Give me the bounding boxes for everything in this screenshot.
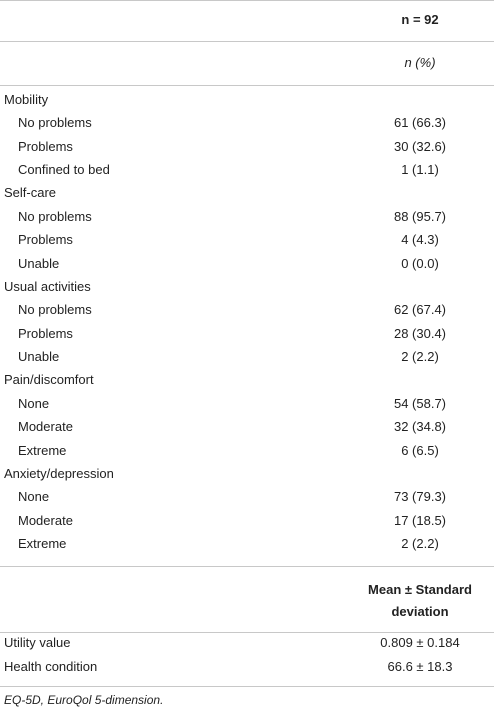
column-subheader: n (%) bbox=[404, 55, 436, 70]
row-value: 0.809 ± 0.184 bbox=[380, 635, 460, 650]
rule bbox=[0, 686, 494, 687]
row-label: Moderate bbox=[18, 419, 73, 435]
row-label: Problems bbox=[18, 138, 73, 154]
row-label: Utility value bbox=[4, 635, 71, 650]
row-label: Problems bbox=[18, 325, 73, 341]
rule bbox=[0, 41, 494, 42]
row-value: 66.6 ± 18.3 bbox=[387, 658, 453, 674]
column-header-2: deviation bbox=[391, 604, 449, 619]
rule bbox=[0, 85, 494, 86]
row-value: 30 (32.6) bbox=[393, 138, 447, 154]
row-value: 1 (1.1) bbox=[401, 162, 439, 178]
section-label: Usual activities bbox=[4, 278, 91, 294]
row-label: Extreme bbox=[18, 442, 67, 458]
row-value: 2 (2.2) bbox=[401, 349, 439, 365]
row-label: No problems bbox=[18, 115, 92, 131]
row-value: 2 (2.2) bbox=[401, 536, 439, 552]
row-label: None bbox=[18, 489, 50, 505]
row-value: 4 (4.3) bbox=[401, 232, 439, 248]
row-value: 73 (79.3) bbox=[393, 489, 447, 505]
section-label: Mobility bbox=[4, 92, 49, 107]
row-label: No problems bbox=[18, 302, 92, 318]
row-label: None bbox=[18, 395, 50, 411]
row-label: Confined to bed bbox=[18, 162, 110, 178]
section-label: Self-care bbox=[4, 185, 57, 201]
row-value: 6 (6.5) bbox=[401, 442, 439, 458]
row-value: 61 (66.3) bbox=[393, 115, 447, 131]
row-label: Moderate bbox=[18, 512, 73, 528]
row-label: Health condition bbox=[4, 658, 98, 674]
rule bbox=[0, 566, 494, 567]
row-value: 0 (0.0) bbox=[401, 255, 439, 271]
row-value: 62 (67.4) bbox=[393, 302, 447, 318]
row-label: No problems bbox=[18, 208, 92, 224]
row-value: 32 (34.8) bbox=[393, 419, 447, 435]
section-label: Anxiety/depression bbox=[4, 465, 114, 481]
row-label: Unable bbox=[18, 349, 60, 365]
row-label: Extreme bbox=[18, 536, 67, 552]
rule bbox=[0, 0, 494, 1]
footnote: EQ-5D, EuroQol 5-dimension. bbox=[4, 693, 164, 707]
column-header-2: Mean ± Standard bbox=[368, 582, 472, 597]
row-label: Unable bbox=[18, 255, 60, 271]
row-value: 17 (18.5) bbox=[393, 512, 447, 528]
rule bbox=[0, 632, 494, 633]
row-value: 54 (58.7) bbox=[393, 395, 447, 411]
row-value: 88 (95.7) bbox=[393, 208, 447, 224]
row-value: 28 (30.4) bbox=[393, 325, 447, 341]
section-label: Pain/discomfort bbox=[4, 372, 94, 388]
row-label: Problems bbox=[18, 232, 73, 248]
column-header: n = 92 bbox=[401, 12, 439, 27]
